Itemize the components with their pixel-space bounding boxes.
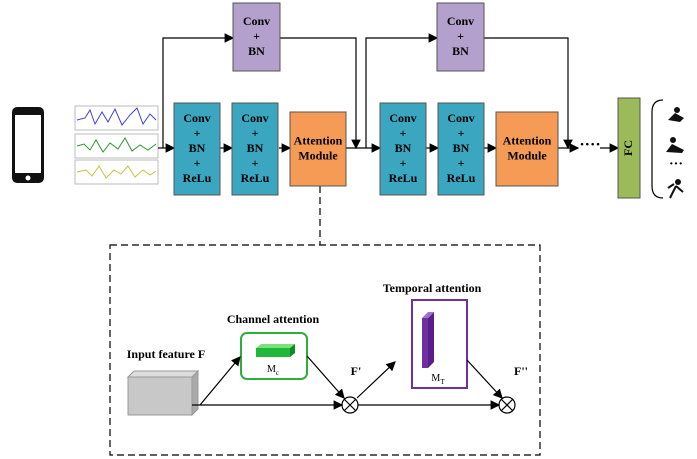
conv-bn-block (232, 2, 281, 72)
conv-block-text: + (194, 126, 201, 140)
dots: ···· (579, 137, 600, 154)
phone (12, 107, 44, 183)
conv-block-text: Conv (389, 111, 416, 125)
temporal-label: Temporal attention (383, 281, 482, 295)
conv-block-text: ReLu (183, 171, 212, 185)
conv-block (173, 102, 221, 196)
detail (126, 299, 516, 417)
conv-block-text: BN (395, 141, 412, 155)
conv-bn-block-text: Conv (243, 14, 270, 28)
conv-block-text: ReLu (447, 171, 476, 185)
conv-bn-block-text: + (253, 29, 260, 43)
conv-block-text: + (458, 156, 465, 170)
attention-block (289, 111, 347, 187)
fc-box (617, 97, 641, 199)
mc-label: Mc (267, 364, 279, 376)
conv-bn-block-text: + (457, 29, 464, 43)
output-dots: ··· (669, 157, 683, 172)
conv-bn-block-text: BN (452, 44, 469, 58)
conv-block-text: Conv (183, 111, 210, 125)
connectors (109, 33, 664, 456)
conv-block-text: BN (189, 141, 206, 155)
attention-block-text: Module (298, 148, 338, 162)
conv-bn-block (436, 2, 485, 72)
activity-icons (666, 107, 684, 199)
input-label: Input feature F (127, 347, 205, 361)
conv-block-text: + (400, 126, 407, 140)
conv-block-text: BN (247, 141, 264, 155)
attention-block-text: Attention (503, 133, 552, 147)
conv-block (437, 102, 485, 196)
f2-label: F'' (514, 364, 528, 378)
fc-label: FC (621, 140, 635, 156)
conv-block-text: ReLu (241, 171, 270, 185)
attention-block (495, 111, 559, 187)
conv-block-text: + (252, 156, 259, 170)
conv-block-text: + (400, 156, 407, 170)
conv-block-text: + (458, 126, 465, 140)
conv-block-text: + (194, 156, 201, 170)
conv-block-text: ReLu (389, 171, 418, 185)
conv-block-text: Conv (447, 111, 474, 125)
channel-label: Channel attention (227, 312, 320, 326)
mt-label: MT (431, 373, 445, 385)
signals (74, 105, 159, 185)
conv-block (231, 102, 279, 196)
conv-block (379, 102, 427, 196)
attention-block-text: Attention (294, 133, 343, 147)
attention-block-text: Module (507, 148, 547, 162)
conv-block-text: + (252, 126, 259, 140)
conv-block-text: BN (453, 141, 470, 155)
conv-bn-block-text: Conv (447, 14, 474, 28)
f1-label: F' (351, 364, 362, 378)
conv-bn-block-text: BN (248, 44, 265, 58)
conv-block-text: Conv (241, 111, 268, 125)
